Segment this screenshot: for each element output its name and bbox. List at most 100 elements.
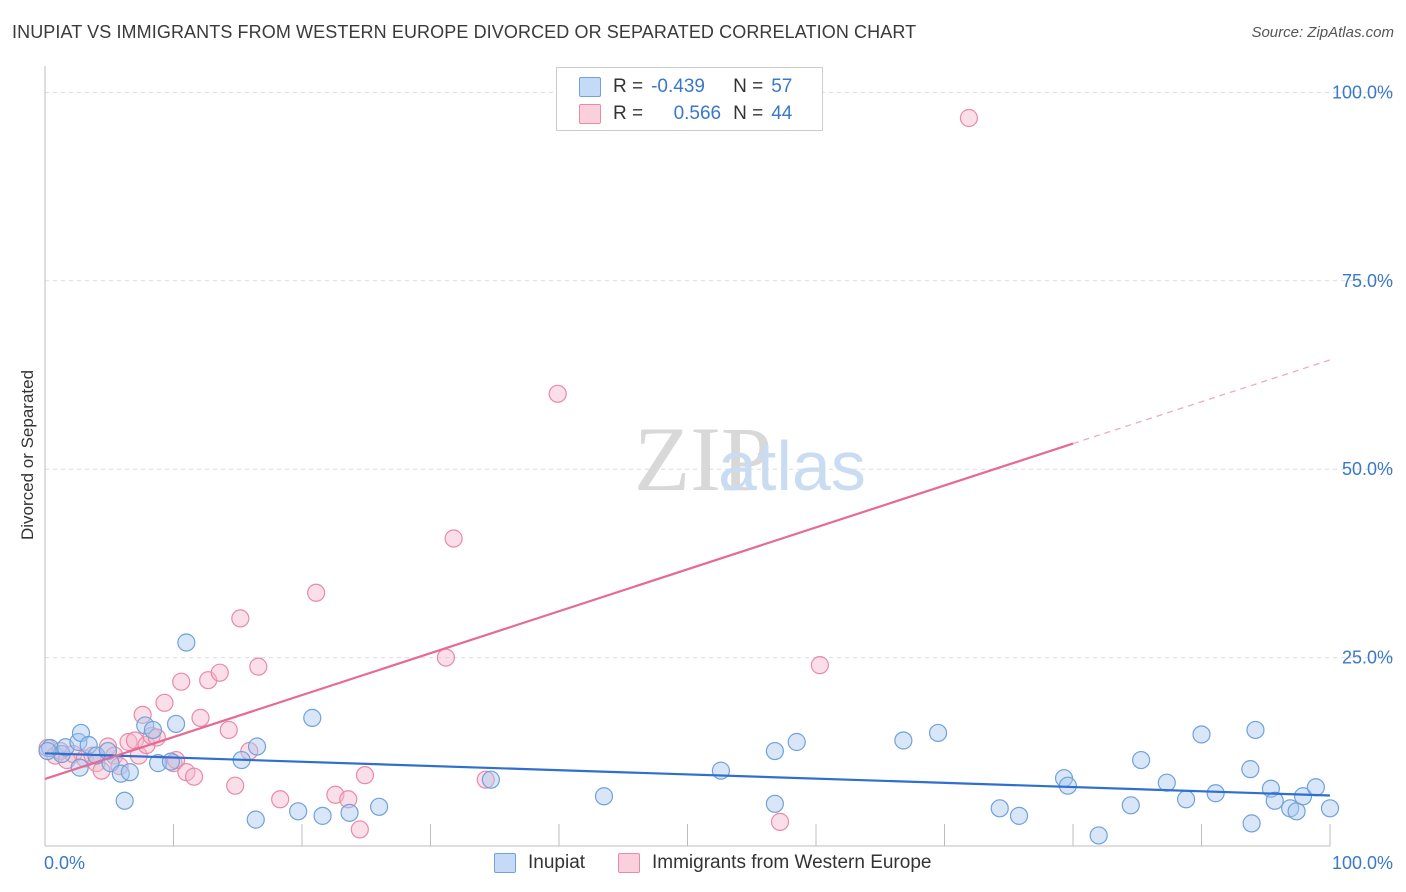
- inupiat-point-16: [161, 752, 181, 771]
- inupiat-point-39: [1089, 826, 1108, 845]
- trend-lines: [44, 359, 1331, 797]
- legend-r-label: R =: [613, 76, 644, 97]
- inupiat-point-53: [1293, 787, 1313, 806]
- watermark-zip: ZIP: [634, 408, 772, 510]
- western-europe-point-29: [226, 776, 245, 795]
- y-tick-label-75: 75.0%: [1342, 271, 1393, 291]
- inupiat-point-10: [111, 764, 130, 783]
- chart-title: INUPIAT VS IMMIGRANTS FROM WESTERN EUROP…: [12, 22, 917, 42]
- inupiat-point-46: [1241, 760, 1260, 779]
- legend-r-value: -0.439: [651, 76, 705, 97]
- inupiat-point-48: [1246, 720, 1265, 740]
- legend-n-label: N =: [733, 103, 764, 124]
- watermark-atlas: atlas: [718, 427, 866, 505]
- inupiat-point-17: [166, 714, 186, 734]
- western-europe-point-41: [476, 770, 495, 789]
- inupiat-point-22: [289, 802, 308, 821]
- western-europe-point-25: [191, 708, 210, 727]
- inupiat-point-27: [481, 770, 500, 789]
- western-europe-point-43: [770, 812, 790, 831]
- legend-n-value: 44: [771, 103, 793, 124]
- legend-swatch-western-europe: [579, 104, 601, 124]
- western-europe-point-32: [249, 657, 268, 676]
- inupiat-point-33: [894, 731, 913, 750]
- inupiat-point-25: [340, 803, 359, 822]
- watermark: ZIP atlas: [634, 408, 866, 510]
- western-europe-point-22: [172, 672, 191, 691]
- inupiat-point-40: [1121, 796, 1140, 815]
- trend-line-inupiat: [44, 752, 1331, 797]
- y-tick-label-50: 50.0%: [1342, 459, 1393, 479]
- inupiat-point-54: [1306, 778, 1325, 797]
- inupiat-point-31: [765, 741, 784, 761]
- inupiat-point-45: [1206, 784, 1225, 803]
- legend-label-inupiat: Inupiat: [528, 852, 586, 873]
- western-europe-point-38: [355, 766, 375, 785]
- inupiat-point-18: [177, 633, 196, 652]
- legend-label-western-europe: Immigrants from Western Europe: [652, 852, 932, 873]
- western-europe-point-12: [119, 732, 138, 752]
- inupiat-point-34: [928, 723, 948, 743]
- legend-row-inupiat: R = -0.439 N = 57: [579, 75, 792, 99]
- y-tick-label-100: 100.0%: [1332, 82, 1393, 102]
- gridlines: [45, 91, 1393, 659]
- inupiat-point-21: [247, 737, 267, 756]
- western-europe-point-39: [436, 648, 456, 667]
- x-tick-label-0: 0.0%: [44, 853, 85, 873]
- western-europe-point-28: [219, 720, 238, 740]
- western-europe-point-33: [271, 790, 290, 809]
- inupiat-point-47: [1242, 814, 1261, 833]
- legend-r-value: 0.566: [673, 103, 722, 124]
- source-label: Source: ZipAtlas.com: [1251, 24, 1394, 41]
- correlation-legend: R = -0.439 N = 57 R = 0.566 N = 44: [556, 67, 823, 131]
- western-europe-point-44: [810, 656, 829, 675]
- inupiat-point-11: [115, 791, 134, 810]
- western-europe-point-24: [184, 767, 204, 786]
- axes: [44, 66, 1331, 847]
- western-europe-point-15: [133, 705, 152, 724]
- western-europe-point-30: [231, 609, 250, 628]
- inupiat-point-42: [1157, 773, 1176, 792]
- y-tick-label-25: 25.0%: [1342, 648, 1393, 668]
- series-inupiat: [38, 633, 1340, 845]
- inupiat-point-14: [143, 720, 163, 740]
- inupiat-point-12: [120, 763, 139, 782]
- inupiat-point-56: [38, 741, 57, 761]
- legend-item-western-europe[interactable]: Immigrants from Western Europe: [618, 852, 931, 874]
- inupiat-point-52: [1287, 802, 1306, 821]
- x-tick-label-100: 100.0%: [1332, 853, 1393, 873]
- western-europe-point-45: [959, 108, 979, 128]
- trend-line-western-europe-extension: [1072, 359, 1331, 445]
- legend-item-inupiat[interactable]: Inupiat: [494, 852, 585, 874]
- western-europe-point-34: [307, 583, 326, 602]
- inupiat-point-20: [246, 810, 265, 829]
- legend-n-label: N =: [733, 76, 764, 97]
- inupiat-point-41: [1132, 750, 1151, 770]
- inupiat-point-55: [1320, 799, 1340, 818]
- western-europe-point-42: [548, 384, 567, 403]
- inupiat-point-44: [1192, 725, 1211, 744]
- trend-line-western-europe: [44, 442, 1074, 780]
- western-europe-point-40: [444, 529, 463, 548]
- legend-r-label: R =: [613, 103, 644, 124]
- inupiat-point-23: [303, 708, 322, 727]
- inupiat-point-30: [765, 794, 784, 813]
- inupiat-point-43: [1176, 790, 1196, 809]
- legend-n-value: 57: [771, 76, 793, 97]
- legend-swatch-inupiat: [579, 77, 601, 97]
- legend-swatch-western-europe: [618, 853, 640, 873]
- western-europe-point-36: [339, 790, 358, 809]
- western-europe-point-37: [350, 820, 369, 839]
- inupiat-point-50: [1265, 791, 1284, 810]
- western-europe-point-19: [155, 693, 174, 712]
- western-europe-point-27: [210, 663, 229, 682]
- inupiat-point-36: [1009, 806, 1029, 825]
- inupiat-point-24: [313, 806, 332, 825]
- legend-swatch-inupiat: [494, 853, 516, 873]
- inupiat-point-28: [594, 787, 614, 806]
- series-legend: Inupiat Immigrants from Western Europe: [0, 852, 1406, 878]
- legend-row-western-europe: R = 0.566 N = 44: [579, 102, 792, 126]
- tick-labels: 0.0% 100.0% 25.0% 50.0% 75.0% 100.0%: [44, 82, 1393, 873]
- inupiat-point-32: [787, 732, 806, 752]
